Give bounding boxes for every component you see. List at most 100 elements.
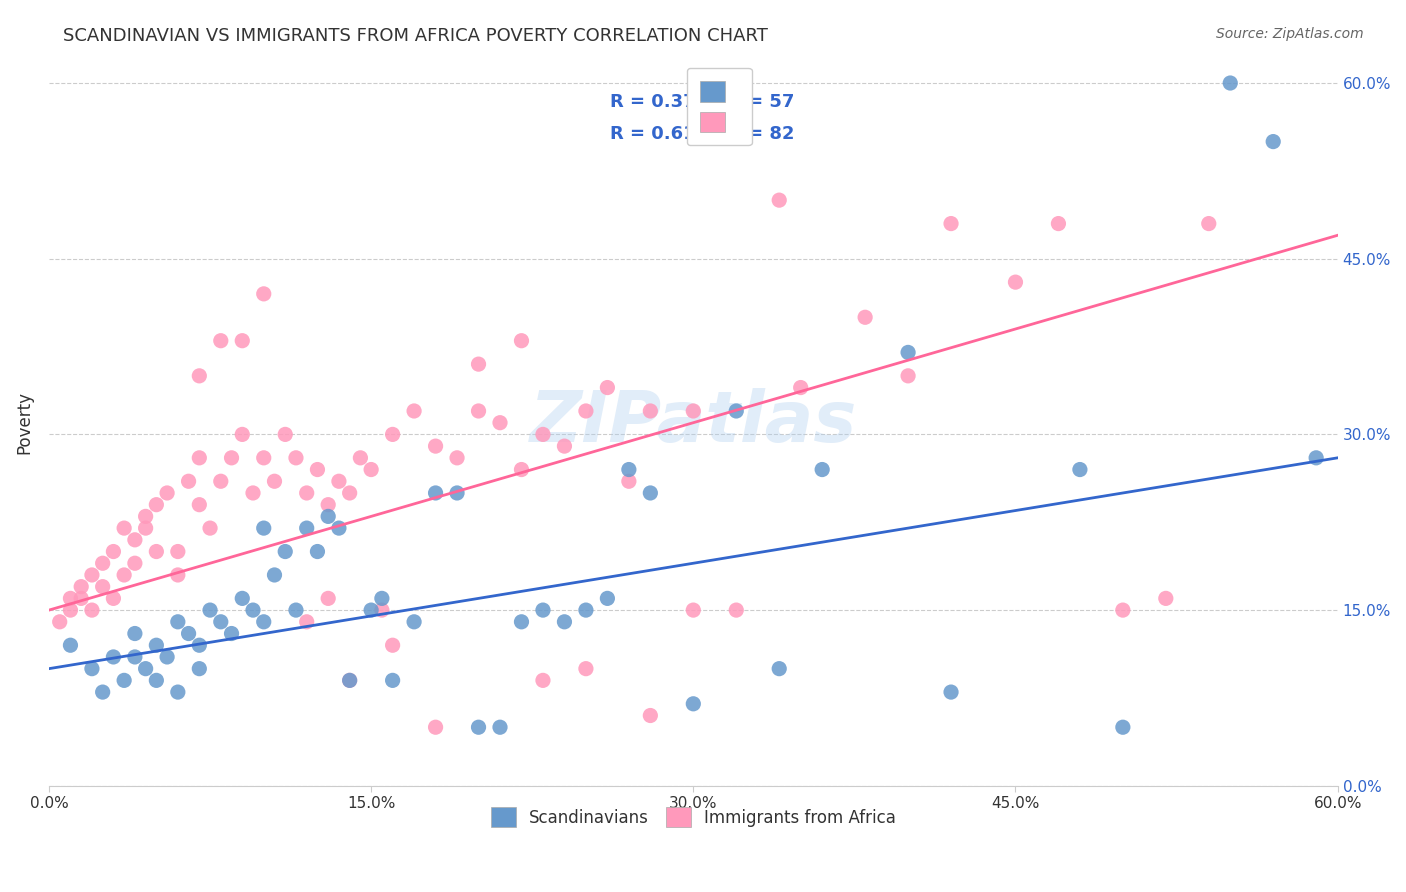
Point (789, 380, 811, 394)
Point (425, 439, 447, 453)
Point (371, 591, 394, 606)
Point (316, 509, 339, 524)
Point (307, 462, 329, 476)
Point (404, 404, 426, 418)
Point (640, 708, 662, 723)
Text: R = 0.616   N = 82: R = 0.616 N = 82 (610, 126, 794, 144)
Point (177, 475, 200, 489)
Point (112, 673, 135, 688)
Point (640, 486, 662, 500)
Point (285, 603, 308, 617)
Point (103, 649, 125, 664)
Point (425, 486, 447, 500)
Point (725, 603, 748, 617)
Point (360, 462, 382, 476)
Point (510, 615, 533, 629)
Point (274, 427, 297, 442)
Point (1198, 217, 1220, 231)
Point (328, 475, 350, 489)
Point (446, 486, 468, 500)
Point (467, 404, 489, 418)
Point (91, 556, 114, 570)
Point (135, 521, 157, 535)
Point (209, 615, 232, 629)
Point (575, 603, 598, 617)
Point (1004, 275, 1026, 289)
Point (198, 603, 221, 617)
Y-axis label: Poverty: Poverty (15, 392, 32, 454)
Point (1069, 462, 1091, 476)
Point (381, 638, 404, 652)
Point (145, 673, 167, 688)
Point (103, 591, 125, 606)
Legend: Scandinavians, Immigrants from Africa: Scandinavians, Immigrants from Africa (482, 798, 904, 836)
Point (617, 475, 640, 489)
Point (939, 685, 962, 699)
Point (145, 544, 167, 558)
Point (295, 521, 318, 535)
Point (682, 603, 704, 617)
Point (112, 568, 135, 582)
Point (156, 486, 179, 500)
Point (1154, 591, 1177, 606)
Point (489, 416, 512, 430)
Point (682, 404, 704, 418)
Point (596, 380, 619, 394)
Point (242, 486, 264, 500)
Point (209, 334, 232, 348)
Point (295, 486, 318, 500)
Point (253, 521, 276, 535)
Point (80, 662, 103, 676)
Point (91, 580, 114, 594)
Point (112, 521, 135, 535)
Point (242, 603, 264, 617)
Point (188, 662, 211, 676)
Point (339, 673, 361, 688)
Point (91, 685, 114, 699)
Point (1219, 76, 1241, 90)
Point (103, 544, 125, 558)
Point (59, 603, 82, 617)
Point (188, 368, 211, 383)
Point (510, 462, 533, 476)
Point (263, 568, 285, 582)
Point (575, 404, 598, 418)
Point (1305, 450, 1327, 465)
Point (70, 591, 93, 606)
Point (80, 568, 103, 582)
Point (177, 626, 200, 640)
Point (1047, 217, 1070, 231)
Point (381, 673, 404, 688)
Point (339, 486, 361, 500)
Point (682, 697, 704, 711)
Point (897, 368, 920, 383)
Point (328, 521, 350, 535)
Point (209, 475, 232, 489)
Point (188, 638, 211, 652)
Point (124, 556, 146, 570)
Point (166, 568, 188, 582)
Point (166, 544, 188, 558)
Text: R = 0.372   N = 57: R = 0.372 N = 57 (610, 93, 794, 111)
Point (274, 544, 297, 558)
Point (124, 649, 146, 664)
Point (253, 286, 276, 301)
Point (939, 217, 962, 231)
Text: SCANDINAVIAN VS IMMIGRANTS FROM AFRICA POVERTY CORRELATION CHART: SCANDINAVIAN VS IMMIGRANTS FROM AFRICA P… (63, 27, 768, 45)
Point (48, 615, 70, 629)
Point (145, 638, 167, 652)
Point (188, 450, 211, 465)
Text: ZIPatlas: ZIPatlas (530, 388, 858, 458)
Point (349, 450, 371, 465)
Point (231, 427, 253, 442)
Point (253, 615, 276, 629)
Point (1263, 135, 1285, 149)
Text: Source: ZipAtlas.com: Source: ZipAtlas.com (1216, 27, 1364, 41)
Point (231, 591, 253, 606)
Point (59, 591, 82, 606)
Point (156, 649, 179, 664)
Point (531, 427, 554, 442)
Point (811, 462, 834, 476)
Point (221, 450, 243, 465)
Point (725, 404, 748, 418)
